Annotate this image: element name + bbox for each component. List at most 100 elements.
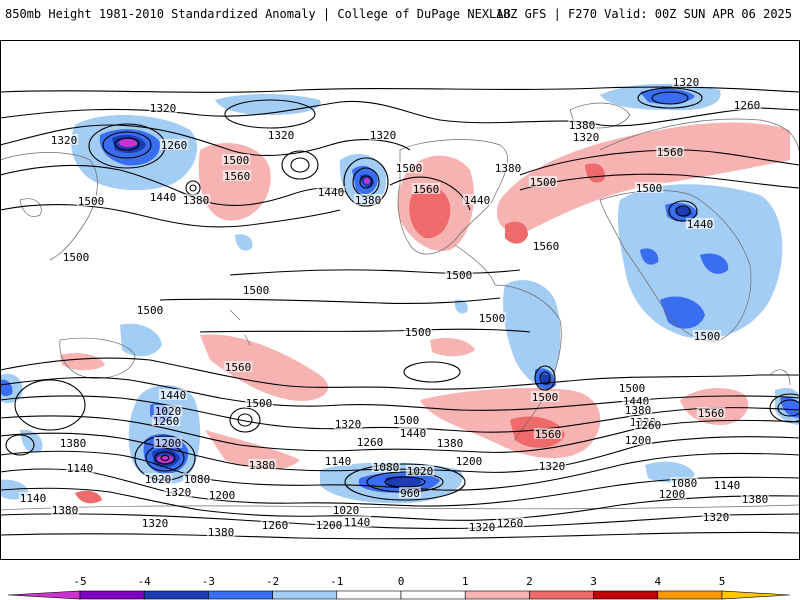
contour-label-bg [50,504,80,515]
colorbar-segment [143,590,209,600]
contour-label: 1560 [535,428,562,441]
contour-label-bg [331,504,361,515]
contour-label: 1380 [52,504,79,517]
contour-label-bg [399,487,421,498]
contour-label-bg [528,176,558,187]
contour-label: 1080 [671,477,698,490]
contour-label: 1380 [355,194,382,207]
contour-label: 1440 [400,427,427,440]
contour-label-bg [181,194,211,205]
contour-label: 1320 [150,102,177,115]
contour-label: 1080 [184,473,211,486]
contour-label-bg [454,455,484,466]
contour-label-bg [571,131,601,142]
contour-label-bg [531,240,561,251]
contour-label-bg [247,459,277,470]
contour-label: 1500 [396,162,423,175]
contour-label: 1260 [153,415,180,428]
contour-label: 1500 [63,251,90,264]
contour-label: 1560 [413,183,440,196]
colorbar-segment [272,590,338,600]
contour-label: 1260 [734,99,761,112]
contour-label: 1500 [532,391,559,404]
colorbar-tick-label: -3 [202,575,215,588]
colorbar-tick-label: 1 [462,575,469,588]
contour-label: 1020 [145,473,172,486]
contour-label: 1320 [469,521,496,534]
run-info: 18Z GFS | F270 Valid: 00Z SUN APR 06 202… [495,7,792,21]
contour-label-bg [495,517,525,528]
contour-label: 1500 [479,312,506,325]
contour-label: 1500 [78,195,105,208]
contour-label-bg [222,170,252,181]
contour-label-bg [444,269,474,280]
contour-label-bg [153,405,183,416]
contour-label: 960 [400,487,420,500]
contour-label-bg [355,436,385,447]
contour-label: 1260 [635,419,662,432]
contour-label: 1200 [209,489,236,502]
contour-label-bg [398,427,428,438]
contour-label: 1440 [318,186,345,199]
contour-label: 1320 [165,486,192,499]
contour-label-bg [148,191,178,202]
colorbar-tick-label: 5 [719,575,726,588]
contour-label: 1500 [636,182,663,195]
contour-label: 1140 [714,479,741,492]
contour-label-bg [244,397,274,408]
contour-label-bg [696,407,726,418]
contour-label: 1200 [659,488,686,501]
contour-label-bg [537,460,567,471]
contour-label-bg [18,492,48,503]
contour-label: 1320 [268,129,295,142]
contour-label-bg [685,218,715,229]
contour-label-bg [158,389,188,400]
colorbar-arrow-low [7,590,81,600]
contour-label-bg [634,182,664,193]
contour-label: 1320 [142,517,169,530]
contour-label-bg [623,434,653,445]
contour-label: 1020 [155,405,182,418]
colorbar-tick-label: -1 [330,575,343,588]
colorbar-segment [464,590,530,600]
contour-label-bg [462,194,492,205]
contour-label: 1200 [456,455,483,468]
contour-label-bg [671,76,701,87]
contour-label-bg [342,516,372,527]
contour-label-bg [403,326,433,337]
contour-label: 1500 [530,176,557,189]
colorbar-tick-label: 4 [654,575,661,588]
contour-label-bg [371,461,401,472]
contour-label-bg [477,312,507,323]
contour-label-bg [182,473,212,484]
contour-label: 1260 [497,517,524,530]
contour-label-bg [633,419,663,430]
contour-label: 1380 [183,194,210,207]
contour-label-bg [368,129,398,140]
contour-label-bg [65,462,95,473]
contour-label: 1320 [573,131,600,144]
contour-label: 1500 [619,382,646,395]
contour-label: 1200 [625,434,652,447]
contour-label-bg [394,162,424,173]
contour-label-bg [151,415,181,426]
contour-label-bg [163,486,193,497]
colorbar-segment [593,590,659,600]
contour-label-bg [712,479,742,490]
contour-label: 1320 [51,134,78,147]
contour-label: 1560 [224,170,251,183]
contour-label-bg [435,437,465,448]
contour-label: 1380 [208,526,235,539]
contour-label: 1560 [657,146,684,159]
colorbar-segment [529,590,594,600]
contour-label: 1500 [393,414,420,427]
colorbar-tick-label: -2 [266,575,279,588]
colorbar-tick-label: -4 [138,575,152,588]
contour-label: 1140 [344,516,371,529]
contour-label-bg [241,284,271,295]
contour-label-bg [153,437,183,448]
contour-label-bg [740,493,770,504]
contour-label-bg [140,517,170,528]
